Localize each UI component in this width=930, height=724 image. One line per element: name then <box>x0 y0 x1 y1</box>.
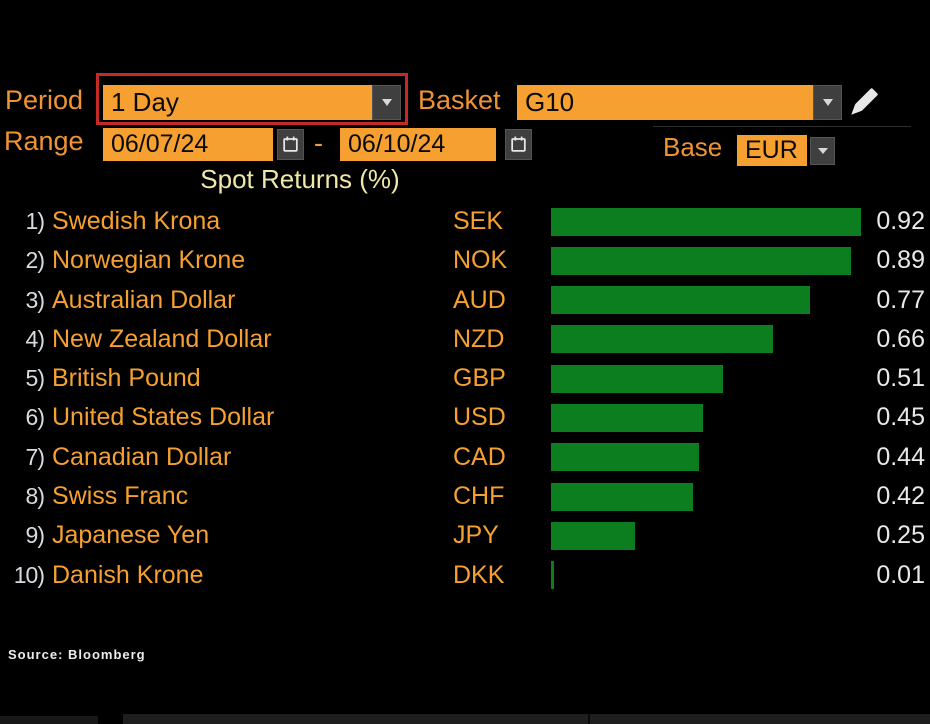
return-value: 0.77 <box>876 285 925 314</box>
currency-row[interactable]: 6) United States Dollar USD 0.45 <box>0 398 930 437</box>
return-bar <box>551 403 703 432</box>
source-attribution: Source: Bloomberg <box>8 647 146 662</box>
currency-row[interactable]: 2) Norwegian Krone NOK 0.89 <box>0 241 930 280</box>
currency-row[interactable]: 9) Japanese Yen JPY 0.25 <box>0 516 930 555</box>
range-separator: - <box>314 128 323 158</box>
chevron-down-icon <box>817 148 828 154</box>
currency-name: Australian Dollar <box>52 285 236 314</box>
range-label: Range <box>4 126 84 156</box>
row-number: 7) <box>25 443 45 470</box>
currency-row[interactable]: 10) Danish Krone DKK 0.01 <box>0 556 930 595</box>
return-value: 0.01 <box>876 560 925 589</box>
base-dropdown-button[interactable] <box>810 137 835 165</box>
row-number: 9) <box>25 522 45 549</box>
currency-row[interactable]: 8) Swiss Franc CHF 0.42 <box>0 477 930 516</box>
currency-code: JPY <box>453 521 499 550</box>
return-bar <box>551 482 693 511</box>
currency-name: Swedish Krona <box>52 207 221 235</box>
range-start-date-field[interactable]: 06/07/24 <box>103 128 273 161</box>
currency-code: NOK <box>453 246 508 275</box>
currency-name: Japanese Yen <box>52 521 210 550</box>
row-number: 6) <box>25 404 45 431</box>
currency-code: DKK <box>453 560 505 589</box>
return-bar <box>551 325 773 354</box>
return-bar <box>551 521 635 550</box>
currency-name: Swiss Franc <box>52 482 189 511</box>
base-currency-field[interactable]: EUR <box>737 135 807 166</box>
currency-code: GBP <box>453 364 506 393</box>
base-label: Base <box>663 132 723 162</box>
currency-code: CAD <box>453 442 506 471</box>
chart-title: Spot Returns (%) <box>200 164 400 194</box>
bottom-strip-left <box>0 716 98 724</box>
row-number: 4) <box>25 325 45 352</box>
return-value: 0.45 <box>876 403 925 432</box>
period-select[interactable]: 1 Day <box>103 85 372 120</box>
currency-name: British Pound <box>52 364 201 393</box>
return-value: 0.92 <box>876 207 925 235</box>
currency-name: New Zealand Dollar <box>52 324 272 353</box>
row-number: 2) <box>25 247 45 274</box>
row-number: 8) <box>25 483 45 510</box>
currency-row[interactable]: 5) British Pound GBP 0.51 <box>0 359 930 398</box>
currency-row[interactable]: 7) Canadian Dollar CAD 0.44 <box>0 438 930 477</box>
pencil-icon <box>851 88 878 115</box>
base-row-separator <box>653 126 911 127</box>
row-number: 3) <box>25 286 45 313</box>
chevron-down-icon <box>822 99 833 106</box>
range-start-calendar-button[interactable] <box>277 129 304 160</box>
currency-row[interactable]: 1) Swedish Krona SEK 0.92 <box>0 202 930 241</box>
edit-pencil-icon[interactable] <box>845 83 883 121</box>
return-value: 0.44 <box>876 442 925 471</box>
currency-code: USD <box>453 403 506 432</box>
row-number: 5) <box>25 365 45 392</box>
return-bar <box>551 364 723 393</box>
chevron-down-icon <box>381 99 392 106</box>
return-bar <box>551 561 554 590</box>
currency-name: United States Dollar <box>52 403 275 432</box>
return-value: 0.25 <box>876 521 925 550</box>
currency-name: Norwegian Krone <box>52 246 246 275</box>
row-number: 10) <box>13 561 45 588</box>
basket-select[interactable]: G10 <box>517 85 813 120</box>
bottom-strip-right <box>123 714 930 724</box>
return-bar <box>551 246 851 275</box>
period-label: Period <box>5 85 84 115</box>
range-end-date-field[interactable]: 06/10/24 <box>340 128 496 161</box>
calendar-icon <box>511 136 526 152</box>
currency-name: Danish Krone <box>52 560 204 589</box>
calendar-icon <box>283 136 298 152</box>
currency-code: CHF <box>453 482 505 511</box>
currency-code: NZD <box>453 324 505 353</box>
return-value: 0.42 <box>876 482 925 511</box>
row-number: 1) <box>25 208 45 234</box>
range-end-calendar-button[interactable] <box>505 129 532 160</box>
return-bar <box>551 286 810 315</box>
return-value: 0.51 <box>876 364 925 393</box>
basket-label: Basket <box>418 85 501 115</box>
return-value: 0.89 <box>876 246 925 275</box>
period-highlight-box <box>96 73 408 125</box>
currency-code: SEK <box>453 207 504 235</box>
currency-returns-list: 1) Swedish Krona SEK 0.92 2) Norwegian Krone N… <box>0 202 930 595</box>
bottom-strip-divider <box>588 714 590 724</box>
period-dropdown-button[interactable] <box>372 85 401 120</box>
return-bar <box>551 443 699 472</box>
currency-row[interactable]: 3) Australian Dollar AUD 0.77 <box>0 281 930 320</box>
return-bar <box>551 207 861 236</box>
currency-name: Canadian Dollar <box>52 442 232 471</box>
currency-row[interactable]: 4) New Zealand Dollar NZD 0.66 <box>0 320 930 359</box>
currency-code: AUD <box>453 285 506 314</box>
return-value: 0.66 <box>876 324 925 353</box>
basket-dropdown-button[interactable] <box>813 85 842 120</box>
